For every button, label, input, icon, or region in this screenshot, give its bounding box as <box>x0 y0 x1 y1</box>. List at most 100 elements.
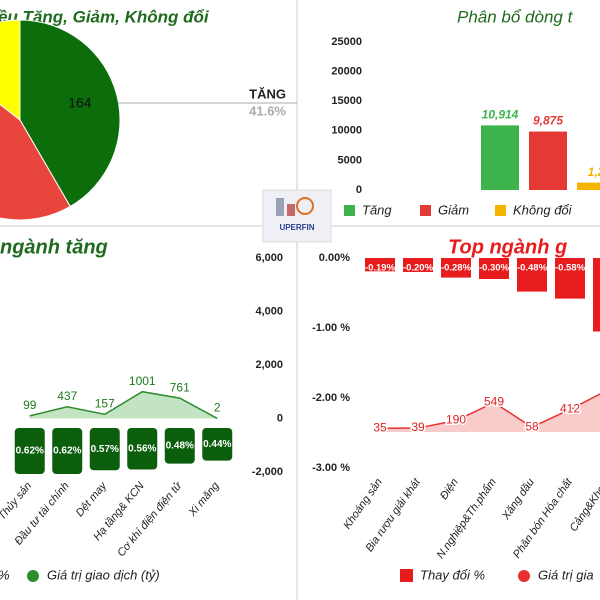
line-label: 1001 <box>129 374 156 388</box>
bar-label: 0.44% <box>203 439 231 450</box>
bar <box>164 428 195 464</box>
line-label: 58 <box>525 419 539 433</box>
chart-title: Top ngành g <box>448 236 567 258</box>
legend-label: Thay đổi % <box>420 567 485 582</box>
bar-label: -0.28% <box>441 263 472 274</box>
legend-swatch <box>27 570 39 582</box>
chart-title: Phân bổ dòng t <box>457 7 574 26</box>
bar-label: 0.56% <box>128 443 156 454</box>
line-label: 190 <box>446 413 466 427</box>
bar <box>89 428 120 471</box>
legend-swatch <box>495 205 506 216</box>
y-tick-label: -1.00 % <box>312 322 350 334</box>
line-label: 39 <box>411 420 425 434</box>
line-label: 437 <box>57 389 77 403</box>
y-tick-label: 5000 <box>338 154 362 166</box>
legend-swatch <box>420 205 431 216</box>
pie-slice <box>19 19 121 208</box>
legend-label: Tăng <box>362 202 392 217</box>
y-tick-label: -2.00 % <box>312 392 350 404</box>
y2-tick-label: 2,000 <box>255 359 283 371</box>
pie-slice <box>0 19 21 122</box>
y-tick-label: 15000 <box>331 95 362 107</box>
x-tick-label: Cơ khí điện điện tử <box>115 479 185 559</box>
legend-swatch <box>518 570 530 582</box>
x-tick-label: Thủy sản <box>0 480 34 522</box>
y2-tick-label: 4,000 <box>255 305 283 317</box>
y2-tick-label: 6,000 <box>255 252 283 264</box>
bar-label: -0.19% <box>365 263 396 274</box>
legend-label: % <box>0 567 10 582</box>
annotation-label: TĂNG <box>249 86 286 101</box>
bar <box>517 258 547 292</box>
bar-label: 10,914 <box>482 108 519 122</box>
logo-icon <box>296 197 314 215</box>
y2-tick-label: -2,000 <box>252 466 283 478</box>
bar <box>529 131 567 190</box>
bar <box>479 258 509 279</box>
bar-label: -0.20% <box>403 263 434 274</box>
bar-label: 0.62% <box>16 446 44 457</box>
line-label: 549 <box>484 395 504 409</box>
y-tick-label: 20000 <box>331 66 362 78</box>
legend-swatch <box>400 569 413 582</box>
line-label: 2 <box>214 401 221 415</box>
line-area <box>380 394 600 432</box>
legend-label: Giảm <box>438 202 469 217</box>
bar <box>127 428 158 470</box>
bar <box>403 258 433 272</box>
line-area <box>29 391 218 419</box>
y-tick-label: -3.00 % <box>312 462 350 474</box>
x-tick-label: Dệt may <box>74 479 110 519</box>
logo-text: UPERFIN <box>279 223 314 232</box>
line-label: 157 <box>95 396 115 410</box>
bar <box>202 428 233 461</box>
bar-label: 0.57% <box>91 444 119 455</box>
bar-label: -0.58% <box>555 263 586 274</box>
bar <box>52 428 83 474</box>
bar <box>481 125 519 190</box>
slice-label: 164 <box>68 95 92 111</box>
y2-tick-label: 0 <box>277 412 283 424</box>
x-tick-label: Xi măng <box>186 479 222 519</box>
chart-title: ều Tăng, Giảm, Không đổi <box>0 7 210 26</box>
y-tick-label: 25000 <box>331 36 362 48</box>
slice-label: 57 <box>0 55 1 71</box>
y-tick-label: 0 <box>356 184 362 196</box>
legend-label: Giá trị gia <box>538 567 594 582</box>
legend-label: Không đổi <box>513 202 573 217</box>
bar-label: 9,875 <box>533 114 563 128</box>
line-label: 761 <box>170 380 190 394</box>
logo-icon <box>287 204 295 216</box>
bar <box>441 258 471 278</box>
line <box>379 393 600 429</box>
bar <box>577 182 600 190</box>
y-tick-label: 0.00% <box>319 252 350 264</box>
legend-swatch <box>344 205 355 216</box>
bar-label: 0.62% <box>53 446 81 457</box>
x-tick-label: Xăng dầu <box>499 477 536 523</box>
logo-box <box>262 189 332 243</box>
line-label: 412 <box>560 402 580 416</box>
line-label: 35 <box>373 420 387 434</box>
x-tick-label: Khoáng sản <box>341 477 385 532</box>
line-label: 99 <box>23 398 37 412</box>
bar <box>365 258 395 272</box>
bar <box>555 258 585 299</box>
pie-slice <box>0 103 71 221</box>
chart-title: ngành tăng <box>0 236 108 258</box>
annotation-value: 41.6% <box>249 103 286 118</box>
x-tick-label: Điện <box>438 477 461 502</box>
bar-label: -0.48% <box>517 263 548 274</box>
bar <box>593 258 600 332</box>
legend-label: Giá trị giao dịch (tỷ) <box>47 567 160 582</box>
bar <box>14 428 45 474</box>
bar-label: 0.48% <box>166 440 194 451</box>
logo-icon <box>276 198 284 216</box>
bar-label: 1,2 <box>588 165 600 179</box>
y-tick-label: 10000 <box>331 125 362 137</box>
line <box>29 390 218 420</box>
bar-label: -0.30% <box>479 263 510 274</box>
